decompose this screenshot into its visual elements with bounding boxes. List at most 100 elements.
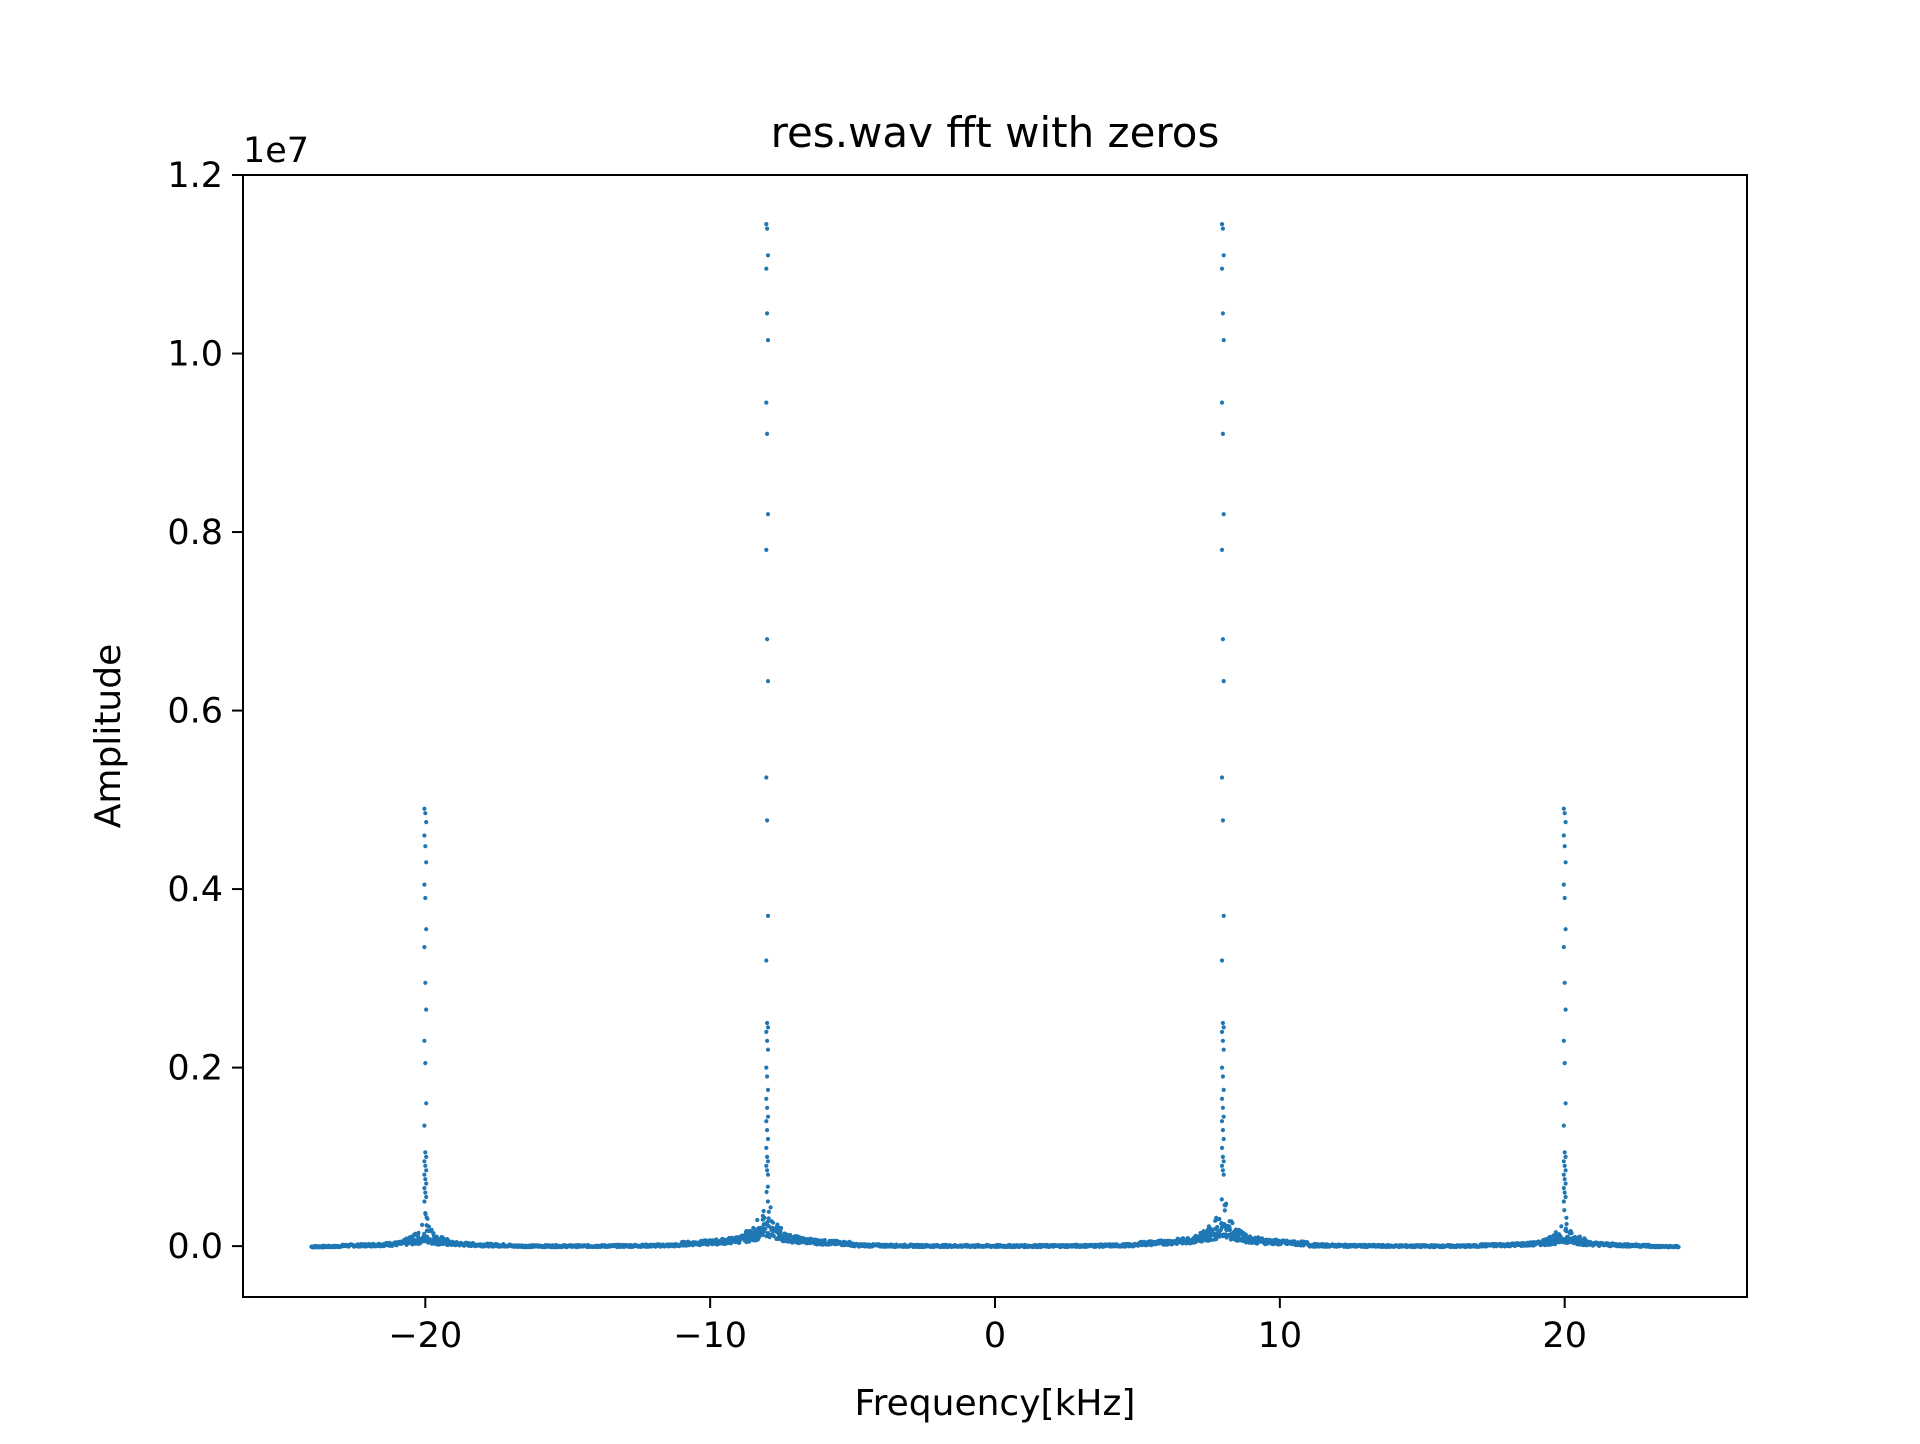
peak-point	[765, 913, 771, 919]
scatter-point	[1214, 1236, 1219, 1242]
peak-point	[1221, 1172, 1226, 1177]
chart-title: res.wav fft with zeros	[771, 108, 1220, 157]
peak-point	[764, 1119, 769, 1124]
peak-base-point	[775, 1222, 780, 1227]
scatter-point	[822, 1237, 827, 1243]
peak-base-point	[427, 1237, 433, 1242]
peak-base-point	[1207, 1236, 1212, 1241]
peak-point	[424, 860, 429, 865]
peak-base-point	[401, 1238, 406, 1244]
peak-point	[1219, 1096, 1225, 1101]
peak-point	[1561, 1123, 1566, 1128]
peak-point	[423, 1177, 428, 1182]
x-tick-label: 0	[984, 1316, 1006, 1356]
peak-point	[1219, 958, 1225, 963]
peak-point	[1221, 678, 1226, 684]
peak-base-point	[1222, 1222, 1227, 1227]
peak-point	[422, 806, 427, 811]
peak-base-point	[1540, 1238, 1546, 1243]
peak-point	[424, 1168, 429, 1173]
peak-point	[764, 1105, 770, 1110]
peak-point	[423, 980, 428, 985]
peak-point	[765, 1047, 771, 1052]
peak-point	[424, 927, 429, 932]
peak-point	[764, 547, 769, 553]
peak-point	[764, 1154, 770, 1159]
peak-base-point	[1243, 1236, 1248, 1241]
peak-point	[765, 1159, 771, 1164]
peak-base-point	[1201, 1234, 1206, 1239]
peak-base-point	[1232, 1234, 1237, 1240]
peak-base-point	[1545, 1236, 1550, 1241]
peak-point	[1219, 1065, 1225, 1070]
peak-base-point	[755, 1217, 760, 1223]
peak-base-point	[764, 1189, 769, 1195]
peak-point	[1220, 431, 1225, 437]
peak-base-point	[1562, 1208, 1567, 1213]
peak-point	[1563, 819, 1568, 825]
peak-point	[1220, 1105, 1225, 1110]
peak-point	[1562, 1163, 1567, 1168]
peak-point	[765, 253, 771, 258]
y-axis-ticks: 0.0 0.2 0.4 0.6 0.8 1.0 1.2	[167, 156, 243, 1267]
peak-point	[1220, 1074, 1225, 1079]
peak-point	[764, 1168, 770, 1173]
scatter-point	[765, 1219, 770, 1225]
peak-point	[423, 811, 428, 816]
peak-point	[1219, 775, 1225, 780]
y-tick-label: 0.2	[167, 1049, 223, 1089]
x-axis-label: Frequency[kHz]	[855, 1383, 1136, 1424]
y-tick-label: 0.8	[167, 513, 223, 553]
peak-point	[1219, 547, 1225, 553]
peak-point	[764, 1163, 769, 1168]
peak-point	[764, 266, 769, 271]
peak-point	[422, 1185, 427, 1191]
scatter-point	[763, 1226, 768, 1231]
peak-point	[1562, 1150, 1567, 1155]
scatter-point	[771, 1233, 776, 1239]
peak-base-point	[769, 1219, 774, 1224]
scatter-point	[760, 1232, 765, 1238]
peak-point	[765, 512, 771, 517]
peak-point	[423, 1163, 428, 1168]
peak-point	[1221, 1087, 1226, 1092]
peak-base-point	[1222, 1202, 1227, 1208]
peak-point	[1562, 1177, 1567, 1182]
peak-point	[1562, 1190, 1567, 1195]
peak-base-point	[1568, 1228, 1573, 1234]
peak-point	[764, 958, 769, 963]
y-tick-label: 1.2	[167, 156, 223, 196]
peak-point	[423, 1190, 428, 1195]
y-axis-offset-text: 1e7	[243, 131, 309, 171]
peak-point	[422, 1038, 427, 1043]
peak-base-point	[761, 1208, 766, 1214]
peak-point	[764, 1020, 770, 1026]
peak-base-point	[407, 1238, 412, 1243]
peak-base-point	[778, 1226, 783, 1231]
peak-point	[1219, 1029, 1225, 1034]
scatter-point	[1676, 1244, 1681, 1250]
peak-point	[765, 678, 771, 684]
peak-point	[765, 1136, 771, 1142]
peak-base-point	[424, 1215, 429, 1220]
peak-base-point	[751, 1235, 756, 1240]
peak-base-point	[766, 1216, 771, 1221]
y-tick-label: 1.0	[167, 335, 223, 375]
peak-base-point	[769, 1227, 774, 1233]
y-tick-label: 0.4	[167, 870, 223, 910]
peak-base-point	[765, 1199, 771, 1204]
peak-base-point	[760, 1213, 766, 1218]
peak-base-point	[1227, 1226, 1232, 1231]
peak-base-point	[1205, 1227, 1210, 1232]
peak-point	[764, 400, 769, 405]
peak-base-point	[444, 1237, 450, 1242]
peak-point	[1221, 1159, 1226, 1164]
peak-point	[1221, 1114, 1226, 1119]
peak-base-point	[1584, 1241, 1589, 1246]
peak-point	[765, 1114, 771, 1119]
peak-base-point	[422, 1231, 427, 1236]
peak-base-point	[1224, 1228, 1229, 1233]
y-tick-label: 0.6	[167, 692, 223, 732]
peak-point	[1221, 1136, 1226, 1142]
